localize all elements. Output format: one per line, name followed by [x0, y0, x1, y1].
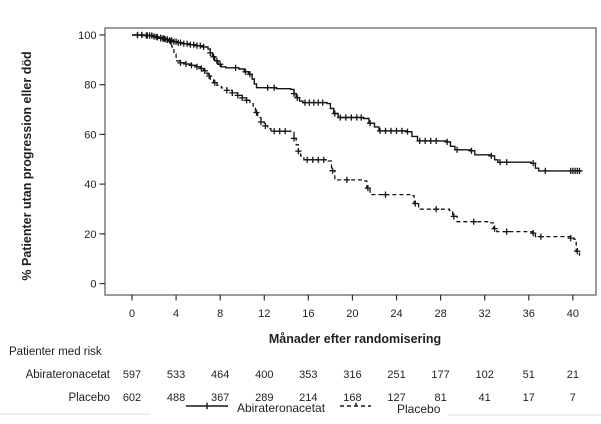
risk-value: 127	[387, 392, 405, 404]
risk-value: 602	[123, 392, 141, 404]
x-tick-label: 12	[258, 308, 270, 320]
y-tick-label: 100	[78, 30, 96, 42]
y-axis-title: % Patienter utan progression eller död	[20, 51, 34, 280]
x-tick-label: 20	[346, 308, 358, 320]
x-tick-label: 40	[567, 308, 579, 320]
x-axis-title: Månader efter randomisering	[269, 332, 441, 346]
plot-frame	[104, 27, 597, 296]
legend-label-abiraterone: Abirateronacetat	[237, 401, 326, 415]
risk-value: 316	[343, 369, 361, 381]
risk-value: 353	[299, 369, 317, 381]
placebo-censor-marks	[134, 31, 581, 255]
risk-value: 17	[523, 392, 535, 404]
risk-value: 168	[343, 392, 361, 404]
survival-curves	[132, 31, 583, 256]
x-tick-label: 32	[479, 308, 491, 320]
risk-value: 177	[431, 369, 449, 381]
risk-value: 400	[255, 369, 273, 381]
risk-value: 597	[123, 369, 141, 381]
risk-table-title: Patienter med risk	[9, 346, 102, 358]
abirateronacetat-censor-marks	[134, 31, 583, 174]
scan-artifact-left	[0, 413, 150, 415]
risk-value: 7	[570, 392, 576, 404]
x-axis-ticks: 0 4 8 12 16 20 24 28 32 36 40	[129, 295, 579, 320]
x-tick-label: 8	[217, 308, 223, 320]
y-tick-label: 0	[90, 279, 96, 291]
legend-line-placebo	[340, 402, 371, 410]
x-tick-label: 28	[434, 308, 446, 320]
risk-value: 41	[479, 392, 491, 404]
legend-line-abiraterone	[186, 402, 228, 410]
y-tick-label: 40	[84, 179, 96, 191]
legend: Abirateronacetat Placebo	[186, 401, 441, 416]
y-tick-label: 20	[84, 229, 96, 241]
abirateronacetat-curve	[132, 34, 582, 172]
scan-artifact-right	[448, 414, 601, 416]
risk-value: 464	[211, 369, 229, 381]
x-tick-label: 36	[523, 308, 535, 320]
risk-value: 21	[567, 369, 579, 381]
x-tick-label: 24	[390, 308, 402, 320]
legend-label-placebo: Placebo	[397, 402, 441, 416]
y-axis-ticks: 0 20 40 60 80 100	[78, 30, 105, 291]
x-tick-label: 16	[302, 308, 314, 320]
risk-value: 367	[211, 392, 229, 404]
risk-row-label-abiraterone: Abirateronacetat	[26, 369, 111, 381]
risk-value: 251	[387, 369, 405, 381]
risk-value: 214	[299, 392, 317, 404]
risk-value: 289	[255, 392, 273, 404]
x-tick-label: 4	[173, 308, 179, 320]
risk-value: 81	[434, 392, 446, 404]
y-tick-label: 60	[84, 129, 96, 141]
risk-value: 51	[523, 369, 535, 381]
risk-value: 102	[476, 369, 494, 381]
x-tick-label: 0	[129, 308, 135, 320]
risk-row-label-placebo: Placebo	[68, 392, 110, 404]
risk-value: 488	[167, 392, 185, 404]
risk-value: 533	[167, 369, 185, 381]
y-tick-label: 80	[84, 80, 96, 92]
